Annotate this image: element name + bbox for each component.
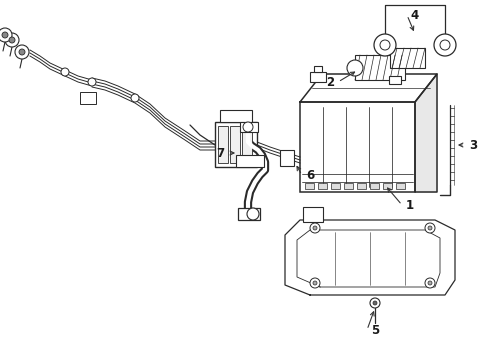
Circle shape	[61, 68, 69, 76]
Bar	[229, 126, 240, 163]
Text: 3: 3	[468, 139, 476, 152]
Circle shape	[379, 40, 389, 50]
Text: 1: 1	[405, 198, 413, 212]
Bar	[236, 155, 264, 167]
Bar	[317, 183, 326, 189]
Text: 7: 7	[216, 147, 224, 159]
Circle shape	[131, 94, 139, 102]
Circle shape	[369, 298, 379, 308]
Text: 5: 5	[370, 324, 378, 337]
Circle shape	[309, 223, 319, 233]
Bar	[80, 92, 96, 104]
Bar	[303, 207, 323, 222]
Bar	[218, 126, 227, 163]
Bar	[395, 183, 404, 189]
Bar	[215, 122, 257, 167]
Bar	[369, 183, 378, 189]
Circle shape	[9, 37, 15, 43]
Text: 4: 4	[410, 9, 418, 22]
Circle shape	[312, 226, 316, 230]
Bar	[389, 48, 424, 68]
Circle shape	[433, 34, 455, 56]
Bar	[240, 122, 258, 132]
Bar	[299, 102, 414, 192]
Circle shape	[424, 223, 434, 233]
Bar	[330, 183, 339, 189]
Circle shape	[372, 301, 376, 305]
Circle shape	[309, 278, 319, 288]
Bar	[220, 110, 251, 122]
Text: 6: 6	[305, 168, 313, 181]
Circle shape	[427, 226, 431, 230]
Circle shape	[5, 33, 19, 47]
Polygon shape	[299, 74, 436, 102]
Bar	[305, 183, 313, 189]
Circle shape	[439, 40, 449, 50]
Circle shape	[243, 122, 252, 132]
Circle shape	[346, 60, 362, 76]
Circle shape	[0, 28, 12, 42]
Bar	[242, 126, 251, 163]
Polygon shape	[285, 220, 454, 295]
Bar	[343, 183, 352, 189]
Bar	[280, 150, 293, 166]
Bar	[356, 183, 365, 189]
Circle shape	[312, 281, 316, 285]
Circle shape	[15, 45, 29, 59]
Circle shape	[246, 208, 259, 220]
Polygon shape	[414, 74, 436, 192]
Bar	[382, 183, 391, 189]
Circle shape	[427, 281, 431, 285]
Bar	[388, 76, 400, 84]
Circle shape	[373, 34, 395, 56]
Circle shape	[424, 278, 434, 288]
Bar	[309, 72, 325, 82]
Circle shape	[88, 78, 96, 86]
Circle shape	[2, 32, 8, 38]
Bar	[313, 66, 321, 72]
Bar	[238, 208, 260, 220]
Text: 2: 2	[325, 76, 333, 89]
Bar	[354, 55, 404, 80]
Circle shape	[19, 49, 25, 55]
